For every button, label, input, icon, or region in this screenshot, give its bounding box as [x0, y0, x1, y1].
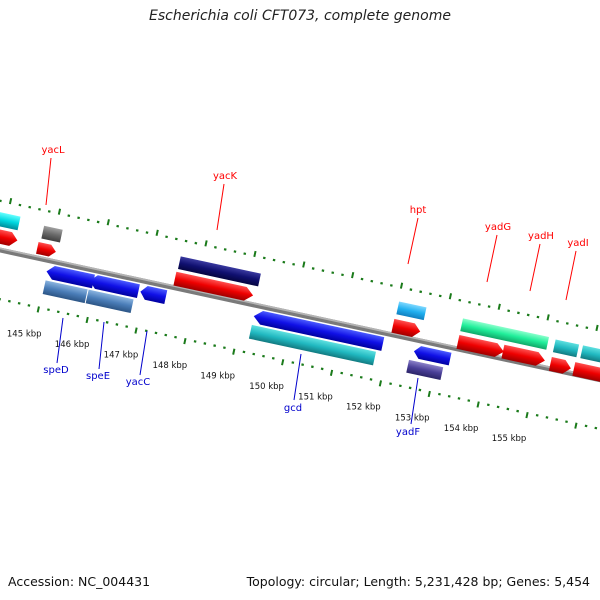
ruler-label: 150 kbp: [249, 382, 284, 392]
forward-gene-labels: yacL yacK hpt yadG yadH yadI: [41, 145, 589, 301]
major-tick: [134, 327, 138, 334]
major-tick: [85, 316, 89, 324]
genome-summary: Topology: circular; Length: 5,231,428 bp…: [246, 574, 590, 589]
reverse-gene-labels: speD speE yacC gcd yadF: [43, 317, 420, 438]
gene-feature-cyan[interactable]: [0, 210, 21, 231]
leader-line: [407, 217, 419, 265]
major-tick: [351, 271, 355, 279]
forward-gene-row: [0, 226, 600, 383]
gene-arrow-forward[interactable]: [572, 362, 600, 383]
gene-feature-steel[interactable]: [42, 280, 88, 304]
major-tick: [546, 314, 550, 321]
gene-arrow-forward[interactable]: [391, 318, 421, 339]
major-tick: [281, 359, 285, 366]
major-tick: [57, 208, 62, 215]
leader-line: [565, 250, 577, 301]
gene-arrow-forward[interactable]: [36, 241, 57, 258]
ruler-label: 151 kbp: [298, 392, 333, 402]
gene-label-hpt[interactable]: hpt: [410, 205, 427, 216]
forward-feature-row: [0, 210, 600, 365]
reverse-gene-row: [45, 264, 452, 366]
major-tick: [204, 240, 208, 247]
accession-label: Accession: NC_004431: [8, 574, 151, 589]
leader-line: [410, 377, 419, 425]
major-tick: [476, 401, 480, 408]
major-tick: [106, 219, 110, 226]
leader-line: [216, 183, 225, 231]
gene-feature-green[interactable]: [460, 318, 550, 350]
map-frame: 145 kbp 146 kbp 147 kbp 148 kbp 149 kbp …: [0, 197, 600, 444]
major-tick: [155, 229, 159, 236]
ruler-label: 146 kbp: [55, 340, 90, 350]
gene-arrow-reverse[interactable]: [88, 274, 140, 299]
major-tick: [302, 261, 306, 268]
genome-backbone: [0, 243, 600, 388]
gene-label-yadG[interactable]: yadG: [485, 222, 511, 233]
tick-row-reverse: [0, 297, 598, 430]
gene-arrow-reverse[interactable]: [45, 264, 95, 289]
gene-feature-teal[interactable]: [552, 339, 580, 358]
gene-label-yadH[interactable]: yadH: [528, 231, 554, 242]
leader-line: [486, 234, 498, 283]
major-tick: [525, 411, 529, 419]
major-tick: [36, 306, 40, 313]
major-tick: [448, 293, 453, 300]
gene-arrow-forward[interactable]: [0, 226, 19, 248]
leader-line: [98, 321, 105, 370]
leader-line: [529, 243, 541, 292]
gene-arrow-reverse[interactable]: [139, 285, 168, 304]
gene-label-gcd[interactable]: gcd: [284, 403, 302, 414]
major-tick: [378, 380, 383, 387]
gene-arrow-forward[interactable]: [548, 357, 572, 375]
gene-feature-sky[interactable]: [396, 301, 427, 321]
ruler-label: 155 kbp: [492, 434, 527, 444]
ruler-label: 145 kbp: [7, 329, 42, 339]
major-tick: [8, 197, 13, 205]
gene-label-yacC[interactable]: yacC: [126, 377, 151, 388]
gene-feature-gray[interactable]: [41, 225, 63, 243]
gene-arrow-forward[interactable]: [456, 335, 505, 359]
gene-label-yacL[interactable]: yacL: [41, 145, 65, 156]
map-title: Escherichia coli CFT073, complete genome: [149, 8, 451, 24]
gene-feature-purple[interactable]: [406, 359, 444, 381]
major-tick: [329, 369, 334, 376]
major-tick: [253, 250, 257, 258]
gene-arrow-reverse[interactable]: [252, 309, 385, 351]
major-tick: [427, 390, 431, 398]
leader-line: [45, 157, 52, 206]
ruler-label: 149 kbp: [200, 371, 235, 381]
major-tick: [595, 324, 599, 332]
reverse-feature-row: [42, 280, 444, 381]
ruler-label: 147 kbp: [104, 350, 139, 360]
major-tick: [232, 348, 236, 355]
leader-line: [293, 353, 302, 401]
ruler-label: 148 kbp: [153, 361, 188, 371]
ruler-label: 152 kbp: [346, 403, 381, 413]
ruler-label: 154 kbp: [444, 424, 479, 434]
gene-feature-steel[interactable]: [85, 289, 134, 314]
leader-line: [139, 330, 148, 376]
gene-label-speE[interactable]: speE: [86, 371, 110, 382]
major-tick: [183, 337, 187, 345]
gene-feature-teal-2[interactable]: [580, 345, 600, 365]
gene-label-yacK[interactable]: yacK: [213, 171, 238, 182]
gene-feature-navy[interactable]: [177, 256, 261, 287]
tick-row-forward: [0, 197, 599, 332]
gene-feature-teal[interactable]: [248, 324, 376, 366]
gene-arrow-reverse[interactable]: [413, 345, 452, 366]
major-tick: [574, 422, 578, 429]
gene-label-yadI[interactable]: yadI: [567, 238, 588, 249]
major-tick: [399, 282, 404, 289]
gene-label-yadF[interactable]: yadF: [396, 427, 420, 438]
gene-arrow-forward[interactable]: [173, 271, 254, 303]
gene-arrow-forward[interactable]: [501, 344, 546, 368]
major-tick: [497, 303, 501, 310]
leader-line: [56, 317, 64, 364]
gene-label-speD[interactable]: speD: [43, 365, 69, 376]
